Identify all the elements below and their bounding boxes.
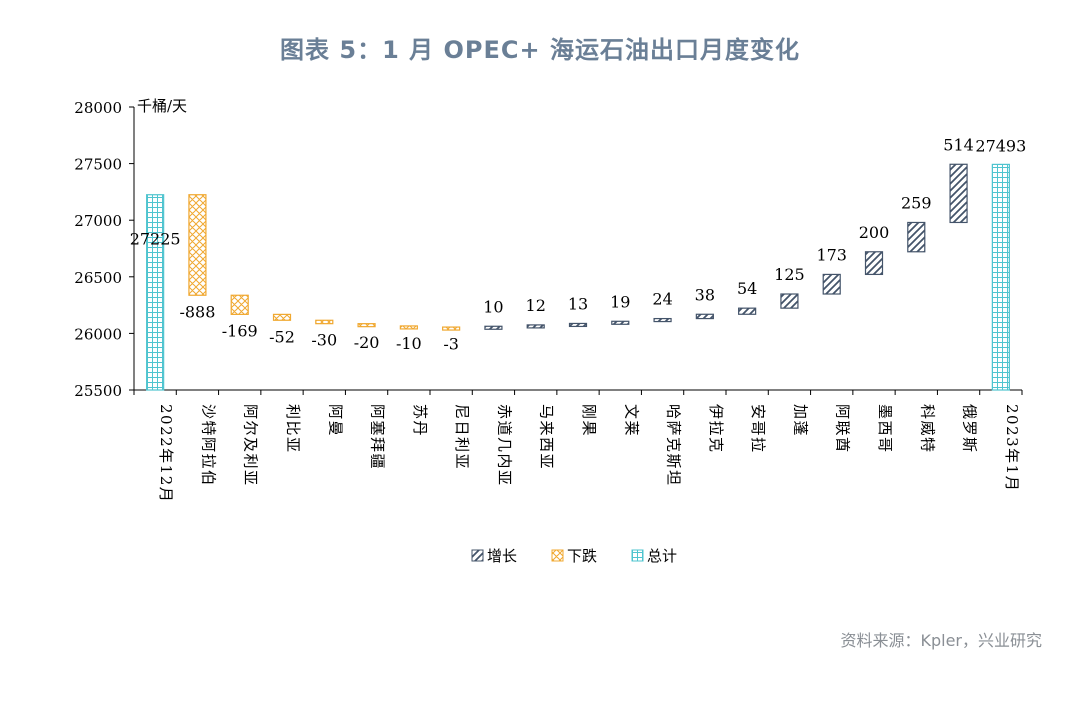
data-label: 13	[568, 294, 588, 313]
data-label: 200	[859, 223, 890, 242]
bar-increase	[907, 221, 926, 253]
bar-decrease	[442, 326, 461, 331]
category-label: 马来西亚	[538, 404, 556, 470]
data-label: 10	[483, 297, 503, 316]
y-tick-label: 26000	[74, 325, 122, 343]
category-label: 伊拉克	[707, 404, 725, 454]
category-label: 苏丹	[411, 404, 429, 437]
data-label: 125	[774, 265, 805, 284]
category-label: 尼日利亚	[453, 404, 471, 470]
data-label: 27225	[130, 230, 181, 249]
y-tick-label: 27000	[74, 212, 122, 230]
category-label: 科威特	[918, 404, 936, 454]
category-label: 墨西哥	[876, 404, 894, 454]
bar-increase	[484, 325, 503, 330]
chart-title: 图表 5：1 月 OPEC+ 海运石油出口月度变化	[280, 36, 800, 64]
bar-decrease	[230, 294, 249, 315]
y-tick-label: 27500	[74, 156, 122, 174]
category-label: 赤道几内亚	[495, 404, 513, 487]
data-label: -30	[311, 331, 337, 350]
bar-decrease	[357, 323, 376, 328]
data-label: 12	[526, 296, 546, 315]
bar-increase	[780, 293, 799, 309]
legend-swatch-total	[631, 549, 644, 562]
bar-decrease	[315, 319, 334, 325]
category-label: 加蓬	[791, 404, 809, 437]
bar-increase	[695, 313, 714, 320]
category-label: 阿曼	[326, 404, 344, 437]
category-label: 刚果	[580, 404, 598, 437]
legend-label-increase: 增长	[487, 547, 517, 565]
category-label: 文莱	[622, 404, 640, 437]
y-axis-unit-label: 千桶/天	[137, 97, 187, 115]
data-label: 514	[943, 135, 974, 154]
waterfall-chart: 25500 26000 26500 27000 27500 28000 千桶/天 27225…	[74, 97, 1026, 565]
bar-increase	[653, 317, 672, 323]
data-label: -20	[354, 333, 380, 352]
source-note: 资料来源：Kpler，兴业研究	[840, 631, 1042, 650]
data-label: 259	[901, 193, 932, 212]
data-label: 38	[695, 285, 715, 304]
legend-swatch-increase	[471, 549, 484, 562]
data-label: 24	[652, 290, 672, 309]
y-tick-label: 26500	[74, 269, 122, 287]
legend-swatch-decrease	[551, 549, 564, 562]
bar-total	[991, 163, 1010, 391]
bar-increase	[568, 322, 588, 328]
data-label: 19	[610, 292, 630, 311]
category-label: 2023年1月	[1003, 404, 1021, 492]
category-label: 2022年12月	[157, 404, 175, 503]
data-label: -3	[443, 334, 459, 353]
bar-total	[146, 194, 165, 391]
data-label: 173	[816, 245, 847, 264]
y-tick-label: 28000	[74, 99, 122, 117]
bar-increase	[738, 307, 757, 315]
category-label: 阿联酋	[834, 404, 852, 454]
category-label: 阿尔及利亚	[242, 404, 260, 487]
bar-decrease	[399, 325, 418, 330]
data-label: -169	[222, 321, 258, 340]
data-label: 27493	[975, 136, 1026, 155]
data-label: -10	[396, 334, 422, 353]
category-label: 利比亚	[284, 404, 302, 454]
data-label: 54	[737, 279, 757, 298]
bar-increase	[611, 320, 630, 325]
bar-decrease	[188, 194, 207, 296]
data-label: -888	[179, 302, 215, 321]
legend-label-decrease: 下跌	[567, 547, 597, 565]
bar-increase	[526, 324, 545, 329]
category-label: 阿塞拜疆	[369, 404, 387, 470]
bar-increase	[822, 273, 841, 295]
category-label: 俄罗斯	[961, 404, 979, 454]
legend-label-total: 总计	[647, 547, 677, 565]
bar-increase	[949, 163, 968, 224]
category-label: 安哥拉	[749, 404, 767, 454]
data-label: -52	[269, 327, 295, 346]
y-tick-label: 25500	[74, 382, 122, 400]
category-label: 沙特阿拉伯	[199, 404, 217, 487]
bar-increase	[864, 251, 884, 276]
bar-decrease	[272, 313, 292, 321]
category-label: 哈萨克斯坦	[665, 404, 683, 487]
